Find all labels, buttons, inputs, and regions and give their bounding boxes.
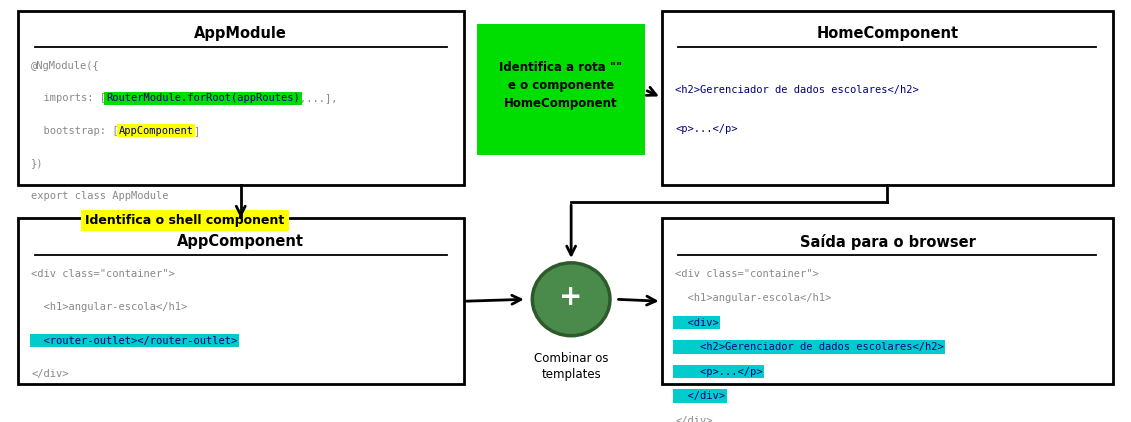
Text: <h2>Gerenciador de dados escolares</h2>: <h2>Gerenciador de dados escolares</h2> xyxy=(675,342,944,352)
Text: AppModule: AppModule xyxy=(195,27,287,41)
Text: <div class="container">: <div class="container"> xyxy=(675,268,819,279)
Text: AppComponent: AppComponent xyxy=(119,126,193,136)
Text: RouterModule.forRoot(appRoutes): RouterModule.forRoot(appRoutes) xyxy=(106,93,300,103)
Text: bootstrap: [: bootstrap: [ xyxy=(32,126,119,136)
Text: Identifica a rota ""
e o componente
HomeComponent: Identifica a rota "" e o componente Home… xyxy=(500,61,622,110)
Text: <h1>angular-escola</h1>: <h1>angular-escola</h1> xyxy=(675,293,831,303)
Text: <div class="container">: <div class="container"> xyxy=(32,268,175,279)
Bar xyxy=(662,11,1113,184)
Text: ,...],: ,...], xyxy=(300,93,337,103)
Text: Combinar os
templates: Combinar os templates xyxy=(534,352,608,381)
Text: Saída para o browser: Saída para o browser xyxy=(800,234,975,250)
Text: </div>: </div> xyxy=(32,369,69,379)
Text: export class AppModule: export class AppModule xyxy=(32,191,169,200)
Bar xyxy=(18,11,464,184)
Text: Identifica o shell component: Identifica o shell component xyxy=(86,214,285,227)
Text: }): }) xyxy=(32,158,44,168)
Text: </div>: </div> xyxy=(675,391,725,401)
Text: <div>: <div> xyxy=(675,318,719,327)
Text: @NgModule({: @NgModule({ xyxy=(32,61,100,71)
Text: <h1>angular-escola</h1>: <h1>angular-escola</h1> xyxy=(32,302,188,312)
Text: AppComponent: AppComponent xyxy=(178,234,304,249)
Text: </div>: </div> xyxy=(675,416,713,422)
Text: HomeComponent: HomeComponent xyxy=(817,27,958,41)
Bar xyxy=(477,24,645,155)
Text: imports: [: imports: [ xyxy=(32,93,106,103)
Text: ]: ] xyxy=(193,126,200,136)
Text: <p>...</p>: <p>...</p> xyxy=(675,367,762,377)
Bar xyxy=(662,218,1113,384)
Bar xyxy=(18,218,464,384)
Text: <p>...</p>: <p>...</p> xyxy=(675,124,737,134)
Text: <h2>Gerenciador de dados escolares</h2>: <h2>Gerenciador de dados escolares</h2> xyxy=(675,85,918,95)
Ellipse shape xyxy=(533,263,610,336)
Text: <router-outlet></router-outlet>: <router-outlet></router-outlet> xyxy=(32,336,238,346)
Text: +: + xyxy=(560,283,582,311)
